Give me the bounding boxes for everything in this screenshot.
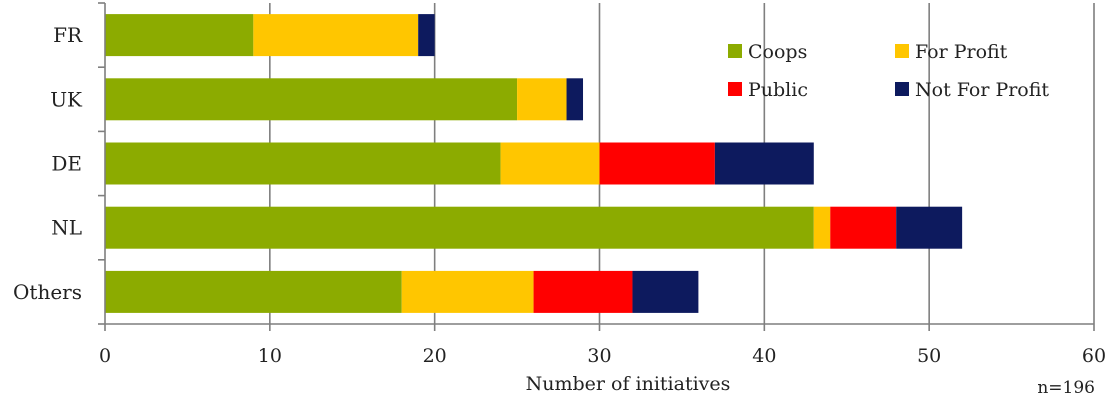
axes [98,2,1095,331]
x-tick-label: 0 [99,345,111,367]
legend-label: For Profit [915,41,1008,63]
bar-segment [105,78,518,121]
legend-label: Coops [748,41,807,63]
bar-segment [830,206,897,249]
x-tick-label: 60 [1082,345,1106,367]
category-label: UK [50,87,83,111]
bar-segment [813,206,831,249]
bar-segment [566,78,584,121]
x-tick-label: 30 [587,345,611,367]
bar-segment [401,270,534,313]
x-tick-label: 50 [917,345,941,367]
bar-segment [599,142,715,185]
legend-label: Public [748,79,808,101]
bar-segment [418,14,435,57]
bar-segment [253,14,419,57]
legend-swatch [895,82,909,96]
legend-swatch [728,82,742,96]
sample-size-note: n=196 [1037,378,1095,396]
bar-segment [105,270,402,313]
tick-labels: 0 10 20 30 40 50 60 FR UK DE NL Others [13,23,1106,367]
legend: Coops For Profit Public Not For Profit [728,41,1049,101]
legend-swatch [728,44,742,58]
bar-segment [105,14,254,57]
bar-segment [533,270,633,313]
x-axis-title: Number of initiatives [526,373,731,395]
legend-swatch [895,44,909,58]
category-label: FR [53,23,83,47]
bars [105,14,963,313]
legend-label: Not For Profit [915,79,1049,101]
bar-segment [896,206,963,249]
bar-segment [500,142,600,185]
bar-segment [632,270,699,313]
category-label: Others [13,280,82,304]
x-tick-label: 20 [423,345,447,367]
bar-segment [105,142,501,185]
x-tick-label: 10 [258,345,282,367]
category-label: NL [51,216,82,240]
bar-segment [517,78,567,121]
bar-segment [714,142,814,185]
bar-segment [105,206,814,249]
x-tick-label: 40 [752,345,776,367]
category-label: DE [51,152,82,176]
